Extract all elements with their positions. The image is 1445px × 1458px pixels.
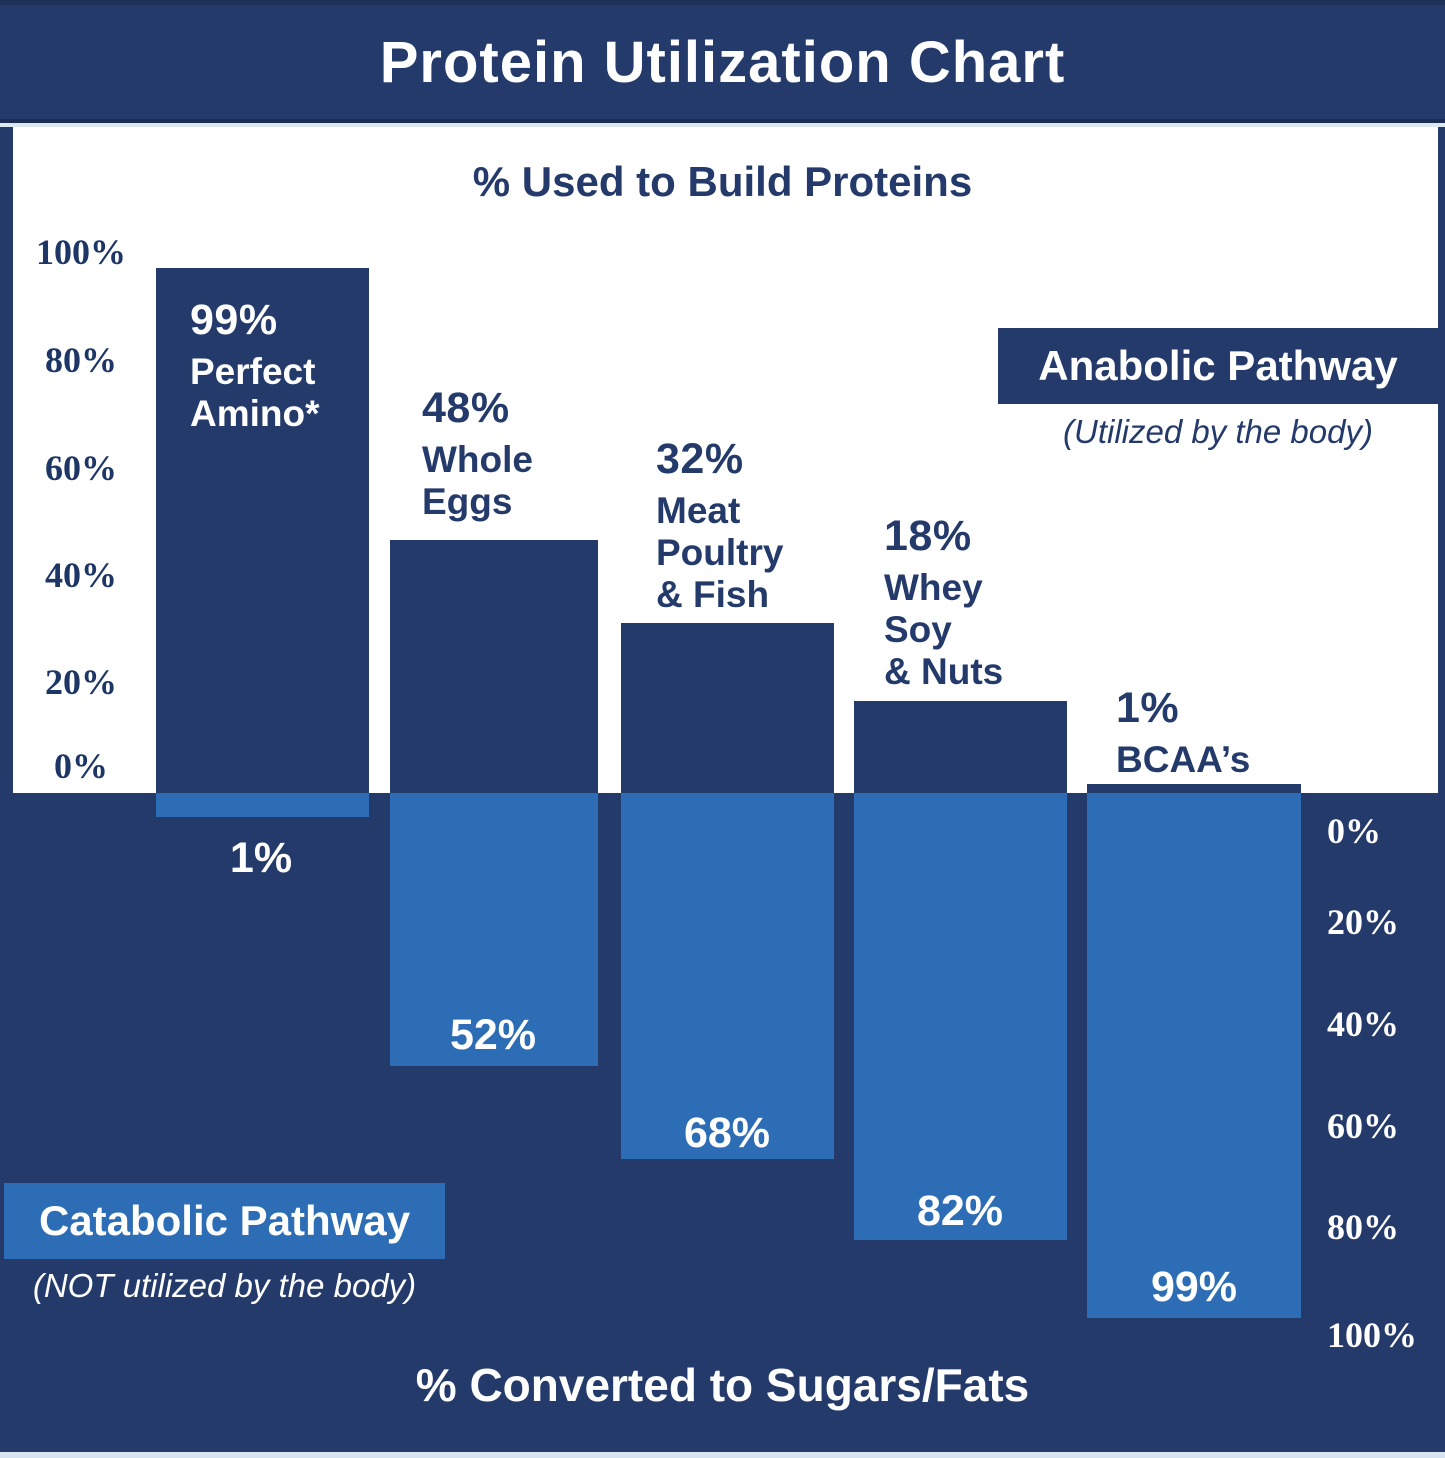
bar-category-perfect-amino: Perfect Amino* — [190, 351, 320, 434]
anabolic-bar-whey-soy-nuts — [854, 701, 1067, 793]
bar-label-perfect-amino: 99% Perfect Amino* — [190, 297, 320, 435]
bar-value-meat-poultry-fish: 32% — [656, 435, 744, 483]
top-edge-line — [0, 0, 1445, 5]
catabolic-bar-bcaas — [1087, 793, 1301, 1318]
bar-value-whey-soy-nuts: 18% — [884, 512, 972, 560]
anabolic-legend: Anabolic Pathway — [998, 328, 1438, 404]
anabolic-legend-title: Anabolic Pathway — [1038, 342, 1398, 389]
upper-tick-60: 60% — [45, 448, 117, 488]
catabolic-value-perfect-amino: 1% — [229, 834, 293, 882]
anabolic-bar-whole-eggs — [390, 540, 598, 793]
upper-axis-title: % Used to Build Proteins — [472, 158, 973, 205]
header-divider-light — [0, 123, 1445, 127]
bar-label-bcaas: 1% BCAA’s — [1116, 685, 1250, 781]
bar-category-bcaas: BCAA’s — [1116, 739, 1251, 780]
chart-header: Protein Utilization Chart — [0, 0, 1445, 119]
catabolic-legend-title: Catabolic Pathway — [38, 1197, 411, 1244]
lower-tick-40: 40% — [1327, 1004, 1399, 1044]
catabolic-bar-whole-eggs — [390, 793, 598, 1066]
upper-tick-80: 80% — [45, 340, 117, 380]
lower-axis-title: % Converted to Sugars/Fats — [415, 1359, 1030, 1411]
bar-value-perfect-amino: 99% — [190, 296, 278, 344]
bottom-edge-strip — [0, 1452, 1445, 1458]
bar-label-whole-eggs: 48% Whole Eggs — [422, 385, 533, 523]
catabolic-bar-whey-soy-nuts — [854, 793, 1067, 1240]
catabolic-legend: Catabolic Pathway — [4, 1183, 445, 1259]
lower-tick-20: 20% — [1327, 902, 1399, 942]
catabolic-legend-subtitle: (NOT utilized by the body) — [32, 1267, 417, 1304]
bar-label-meat-poultry-fish: 32% Meat Poultry & Fish — [656, 436, 783, 616]
anabolic-legend-subtitle: (Utilized by the body) — [1063, 413, 1373, 450]
catabolic-bar-perfect-amino — [156, 793, 369, 817]
catabolic-bar-meat-poultry-fish — [621, 793, 834, 1159]
lower-tick-80: 80% — [1327, 1207, 1399, 1247]
upper-tick-40: 40% — [45, 555, 117, 595]
catabolic-value-meat-poultry-fish: 68% — [683, 1109, 771, 1157]
anabolic-bar-perfect-amino — [156, 268, 369, 793]
catabolic-value-whole-eggs: 52% — [449, 1011, 537, 1059]
bar-value-bcaas: 1% — [1116, 684, 1180, 732]
upper-tick-100: 100% — [36, 232, 126, 272]
anabolic-bar-meat-poultry-fish — [621, 623, 834, 793]
catabolic-value-bcaas: 99% — [1150, 1263, 1238, 1311]
anabolic-bar-bcaas — [1087, 784, 1301, 793]
lower-tick-100: 100% — [1327, 1315, 1417, 1355]
bar-category-whey-soy-nuts: Whey Soy & Nuts — [884, 567, 1004, 692]
header-divider-dark — [0, 119, 1445, 123]
bar-category-whole-eggs: Whole Eggs — [422, 439, 533, 522]
catabolic-value-whey-soy-nuts: 82% — [916, 1187, 1004, 1235]
upper-tick-20: 20% — [45, 662, 117, 702]
page-title: Protein Utilization Chart — [379, 30, 1066, 95]
bar-category-meat-poultry-fish: Meat Poultry & Fish — [656, 490, 784, 615]
lower-tick-60: 60% — [1327, 1106, 1399, 1146]
bar-label-whey-soy-nuts: 18% Whey Soy & Nuts — [884, 513, 1003, 693]
upper-tick-0: 0% — [54, 746, 108, 786]
bar-value-whole-eggs: 48% — [422, 384, 510, 432]
lower-tick-0: 0% — [1327, 811, 1381, 851]
